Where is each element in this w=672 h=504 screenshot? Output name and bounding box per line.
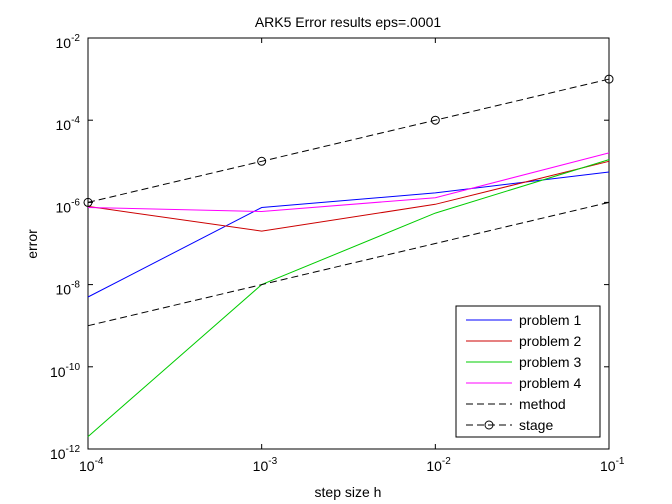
- series-layer: [83, 74, 614, 437]
- legend-label: problem 4: [519, 375, 581, 391]
- chart-title: ARK5 Error results eps=.0001: [255, 14, 442, 30]
- legend-label: stage: [519, 417, 553, 433]
- legend-label: problem 3: [519, 354, 581, 370]
- series-point: [604, 74, 614, 84]
- y-tick-label: 10-12: [50, 444, 80, 462]
- y-tick-label: 10-6: [56, 197, 81, 215]
- legend-marker: [484, 420, 494, 430]
- series-line-6: [87, 78, 610, 203]
- x-axis-label: step size h: [315, 484, 382, 500]
- series-line-5: [87, 201, 610, 327]
- legend-label: problem 2: [519, 333, 581, 349]
- tick-layer: 10-4 10-3 10-2 10-1 10-12 10-10 10-8 10-6 10-4 10…: [50, 33, 625, 474]
- series-line-3: [87, 159, 610, 437]
- x-tick-label: 10-1: [600, 456, 625, 474]
- x-tick-label: 10-2: [426, 456, 451, 474]
- legend-label: problem 1: [519, 312, 581, 328]
- y-tick-label: 10-4: [56, 115, 81, 133]
- series-point: [430, 115, 440, 125]
- x-tick-label: 10-3: [253, 456, 278, 474]
- series-line-4: [87, 152, 610, 213]
- x-tick-label: 10-4: [79, 456, 104, 474]
- y-tick-label: 10-2: [56, 33, 81, 51]
- y-axis-label: error: [24, 229, 40, 259]
- legend-label: method: [519, 396, 566, 412]
- series-line-2: [87, 160, 610, 232]
- y-tick-label: 10-8: [56, 280, 81, 298]
- y-tick-label: 10-10: [50, 362, 80, 380]
- legend: problem 1 problem 2 problem 3 problem 4 meth…: [455, 305, 601, 438]
- legend-box: [455, 305, 601, 438]
- series-point: [257, 156, 267, 166]
